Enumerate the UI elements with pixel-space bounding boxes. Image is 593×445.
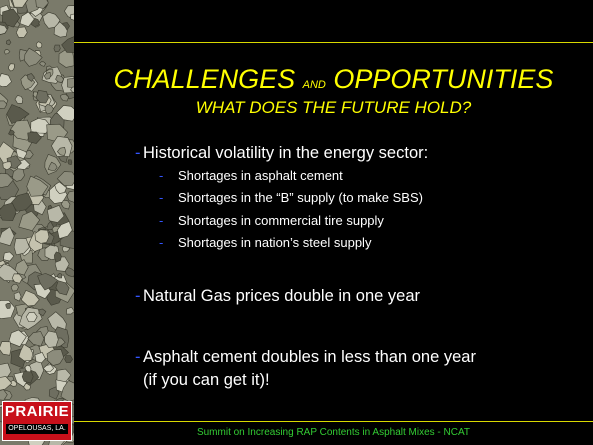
stone [68, 160, 72, 165]
logo: PRAIRIE OPELOUSAS, LA. [2, 401, 72, 441]
slide-title: CHALLENGES AND OPPORTUNITIES [74, 64, 593, 100]
bottom-rule [74, 421, 593, 422]
title-word: OPPORTUNITIES [333, 64, 553, 94]
bullet: Natural Gas prices double in one year [143, 285, 420, 308]
sub-bullet: Shortages in the “B” supply (to make SBS… [178, 189, 423, 207]
stone [54, 252, 61, 262]
logo-location: OPELOUSAS, LA. [6, 424, 68, 434]
sub-bullet: Shortages in commercial tire supply [178, 212, 384, 230]
logo-name: PRAIRIE [3, 402, 71, 422]
bullet: Asphalt cement doubles in less than one … [143, 346, 493, 392]
stone [35, 230, 49, 244]
slide-subtitle: WHAT DOES THE FUTURE HOLD? [74, 98, 593, 118]
stone [22, 370, 33, 383]
page: {"header": {"title": {"part1": "CHALLENG… [0, 0, 593, 445]
gravel-strip [0, 0, 74, 445]
stone [45, 331, 59, 348]
stone [57, 274, 62, 278]
title-word: AND [303, 79, 326, 91]
sub-bullet: Shortages in nation’s steel supply [178, 234, 371, 252]
footer: Summit on Increasing RAP Contents in Asp… [74, 427, 593, 438]
top-rule [74, 42, 593, 43]
title-word: CHALLENGES [114, 64, 296, 94]
sub-bullet: Shortages in asphalt cement [178, 167, 343, 185]
bullet: Historical volatility in the energy sect… [143, 142, 428, 165]
stone [9, 64, 15, 71]
slide: CHALLENGES AND OPPORTUNITIES WHAT DOES T… [0, 0, 593, 445]
